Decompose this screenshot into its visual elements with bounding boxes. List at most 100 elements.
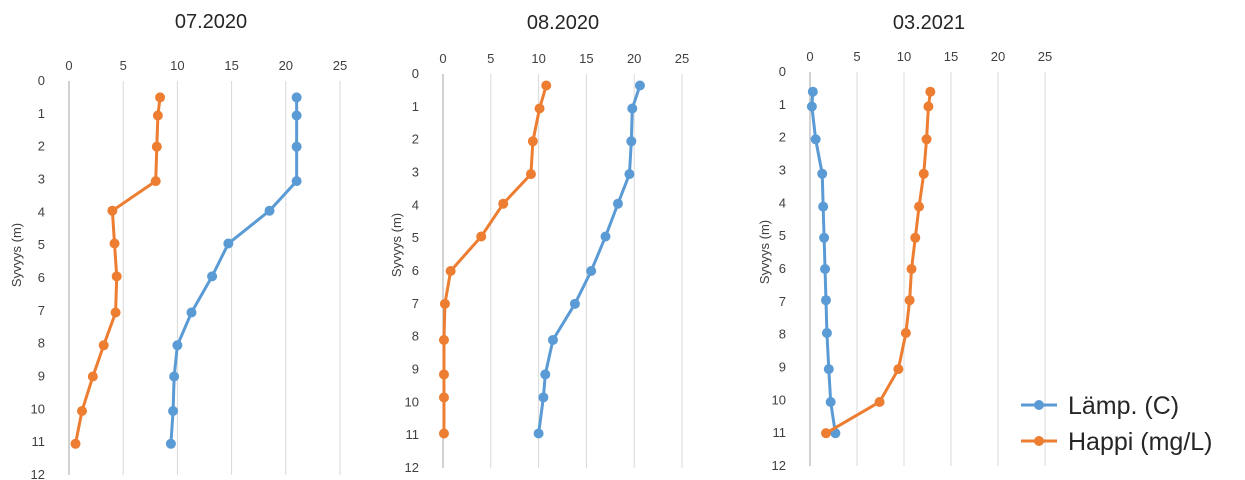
- data-point-temperature: [569, 298, 580, 309]
- data-point-temperature: [291, 110, 302, 121]
- legend-item-oxygen: Happi (mg/L): [1021, 428, 1213, 456]
- y-tick-label: 11: [773, 425, 787, 440]
- legend-marker: [1034, 400, 1044, 410]
- data-point-oxygen: [910, 232, 921, 243]
- x-tick-label: 15: [579, 51, 593, 66]
- y-tick-label: 7: [38, 303, 45, 318]
- data-point-temperature: [165, 438, 176, 449]
- data-point-oxygen: [111, 271, 122, 282]
- data-point-temperature: [168, 405, 179, 416]
- data-point-temperature: [819, 232, 830, 243]
- data-point-oxygen: [98, 340, 109, 351]
- data-point-temperature: [169, 371, 180, 382]
- y-tick-label: 6: [779, 261, 786, 276]
- data-point-oxygen: [527, 136, 538, 147]
- y-tick-label: 2: [38, 139, 45, 154]
- y-tick-label: 3: [412, 165, 419, 180]
- data-point-oxygen: [77, 405, 88, 416]
- data-point-temperature: [540, 369, 551, 380]
- data-point-temperature: [634, 80, 645, 91]
- data-point-temperature: [291, 92, 302, 103]
- y-tick-label: 12: [31, 467, 45, 480]
- data-point-oxygen: [498, 198, 509, 209]
- data-point-temperature: [810, 134, 821, 145]
- x-tick-label: 5: [853, 49, 860, 64]
- data-point-oxygen: [476, 231, 487, 242]
- x-tick-label: 0: [439, 51, 446, 66]
- legend: Lämp. (C) Happi (mg/L): [1021, 392, 1213, 456]
- data-point-oxygen: [914, 201, 925, 212]
- x-tick-label: 0: [806, 49, 813, 64]
- data-point-temperature: [806, 101, 817, 112]
- legend-label: Happi (mg/L): [1068, 428, 1213, 456]
- data-point-oxygen: [87, 371, 98, 382]
- y-tick-label: 6: [412, 263, 419, 278]
- y-tick-label: 3: [38, 172, 45, 187]
- y-tick-label: 11: [406, 427, 420, 442]
- data-point-temperature: [586, 266, 597, 276]
- x-tick-label: 10: [170, 58, 184, 73]
- data-point-oxygen: [110, 307, 121, 318]
- data-point-temperature: [626, 136, 637, 147]
- data-point-temperature: [533, 428, 544, 439]
- chart-title: 08.2020: [527, 12, 599, 34]
- y-tick-label: 3: [779, 163, 786, 178]
- data-point-temperature: [807, 86, 818, 97]
- data-point-temperature: [547, 334, 558, 345]
- data-point-oxygen: [541, 80, 552, 91]
- data-point-oxygen: [904, 295, 915, 306]
- data-point-oxygen: [438, 392, 449, 403]
- chart-title: 03.2021: [893, 12, 965, 34]
- y-tick-label: 11: [32, 434, 46, 449]
- data-point-oxygen: [438, 428, 449, 439]
- y-tick-label: 7: [779, 294, 786, 309]
- chart-title: 07.2020: [175, 11, 247, 33]
- y-tick-label: 10: [405, 394, 419, 409]
- y-tick-label: 7: [412, 296, 419, 311]
- legend-label: Lämp. (C): [1068, 392, 1179, 420]
- y-tick-label: 1: [779, 97, 786, 112]
- data-point-oxygen: [439, 298, 450, 309]
- x-tick-label: 5: [120, 58, 127, 73]
- y-tick-label: 10: [31, 401, 45, 416]
- y-axis-label: Syvyys (m): [389, 213, 404, 277]
- data-point-temperature: [818, 201, 829, 212]
- y-tick-label: 4: [412, 197, 419, 212]
- y-tick-label: 9: [38, 369, 45, 384]
- data-point-temperature: [538, 392, 549, 403]
- data-point-oxygen: [923, 101, 934, 112]
- data-point-oxygen: [874, 396, 885, 407]
- data-point-oxygen: [925, 86, 936, 97]
- y-tick-label: 10: [772, 392, 786, 407]
- data-point-oxygen: [152, 110, 163, 121]
- x-tick-label: 25: [675, 51, 689, 66]
- y-tick-label: 0: [779, 64, 786, 79]
- y-tick-label: 2: [412, 132, 419, 147]
- y-axis-label: Syvyys (m): [9, 223, 24, 287]
- data-point-temperature: [820, 295, 831, 306]
- y-tick-label: 4: [38, 204, 45, 219]
- data-point-oxygen: [534, 103, 545, 114]
- data-point-temperature: [821, 328, 832, 339]
- data-point-temperature: [600, 231, 611, 242]
- y-tick-label: 5: [779, 228, 786, 243]
- y-tick-label: 9: [779, 360, 786, 375]
- data-point-oxygen: [438, 334, 449, 345]
- data-point-temperature: [612, 198, 623, 209]
- y-tick-label: 2: [779, 130, 786, 145]
- y-tick-label: 12: [405, 460, 419, 475]
- series-line-temperature: [810, 91, 837, 434]
- x-tick-label: 10: [531, 51, 545, 66]
- y-tick-label: 1: [412, 99, 419, 114]
- data-point-temperature: [172, 340, 183, 351]
- x-tick-label: 15: [224, 58, 238, 73]
- x-tick-label: 20: [991, 49, 1005, 64]
- data-point-temperature: [624, 169, 635, 180]
- y-tick-label: 8: [779, 327, 786, 342]
- data-point-oxygen: [155, 92, 166, 103]
- series-line-temperature: [169, 97, 299, 444]
- series-line-temperature: [537, 85, 642, 434]
- y-tick-label: 9: [412, 362, 419, 377]
